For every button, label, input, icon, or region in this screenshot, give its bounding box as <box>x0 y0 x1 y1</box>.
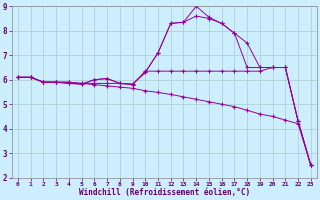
X-axis label: Windchill (Refroidissement éolien,°C): Windchill (Refroidissement éolien,°C) <box>79 188 250 197</box>
